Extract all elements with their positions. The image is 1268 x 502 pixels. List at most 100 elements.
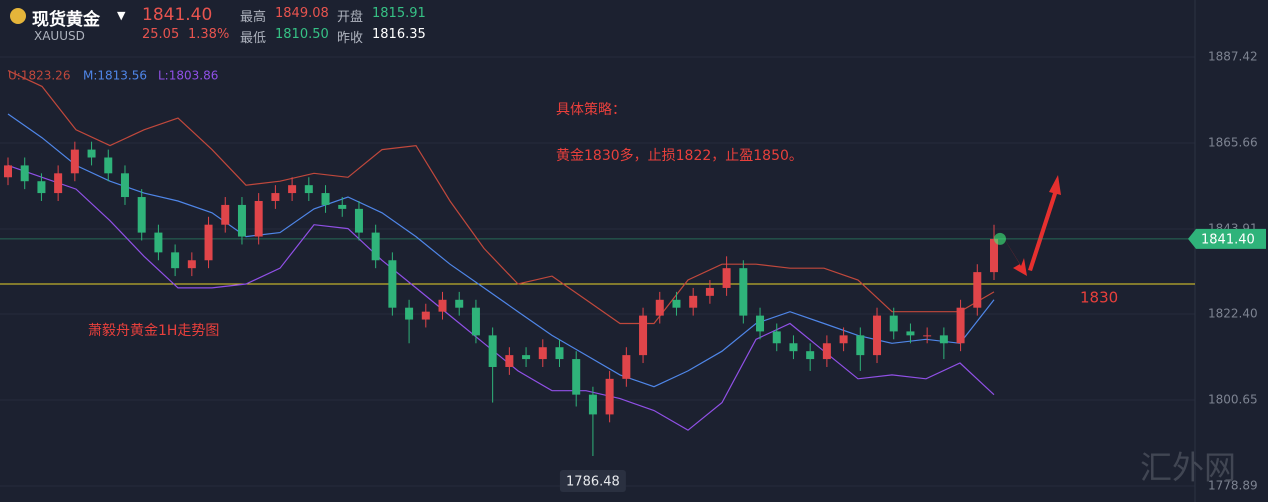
candle-body xyxy=(639,315,648,356)
price-badge-label: 1841.40 xyxy=(1201,232,1255,247)
candle-body xyxy=(522,355,531,360)
candle-body xyxy=(555,347,564,360)
candle-body xyxy=(705,287,714,296)
candle-body xyxy=(154,232,163,253)
band-line xyxy=(7,70,995,325)
down-arrow xyxy=(1000,232,1027,276)
candle-body xyxy=(455,299,464,308)
y-tick-label: 1800.65 xyxy=(1208,392,1258,406)
candle-body xyxy=(4,165,12,178)
high: 1849.08 xyxy=(275,6,329,21)
legend-entry: L:1803.86 xyxy=(158,69,218,83)
candle-body xyxy=(187,260,196,269)
y-tick-label: 1887.42 xyxy=(1208,50,1258,64)
candle-body xyxy=(873,315,882,356)
annotation: 黄金1830多，止损1822，止盈1850。 xyxy=(556,147,803,164)
candle-body xyxy=(956,307,965,344)
candle-body xyxy=(321,193,330,205)
candle-body xyxy=(171,252,180,269)
candle-body xyxy=(923,335,932,337)
open-label: 开盘 xyxy=(337,10,364,25)
price-badge xyxy=(1188,228,1266,249)
y-tick-label: 1778.89 xyxy=(1208,478,1258,492)
band-line xyxy=(7,113,995,388)
prev: 1816.35 xyxy=(372,27,426,42)
symbol-code: XAUUSD xyxy=(34,29,85,43)
candle-body xyxy=(505,355,514,367)
candle-body xyxy=(271,193,280,201)
candle-body xyxy=(856,335,865,356)
candle-body xyxy=(70,149,79,174)
candle-body xyxy=(889,315,898,332)
candle-body xyxy=(37,181,46,194)
up-arrow xyxy=(1028,175,1061,271)
last-glow xyxy=(994,232,1006,245)
candle-body xyxy=(87,149,96,158)
watermark: 汇外网 xyxy=(1140,449,1236,487)
candle-body xyxy=(421,311,430,320)
candle-body xyxy=(739,268,748,316)
candle-body xyxy=(973,272,982,308)
support-label: 1830 xyxy=(1080,288,1118,306)
candle-body xyxy=(672,299,681,308)
candle-body xyxy=(772,331,781,344)
candle-body xyxy=(572,359,581,395)
candle-body xyxy=(939,335,948,344)
candle-body xyxy=(137,197,146,233)
low-marker-box xyxy=(559,470,626,492)
change: 25.05 xyxy=(142,27,180,42)
dropdown[interactable]: ▼ xyxy=(117,9,126,22)
low-label: 最低 xyxy=(240,31,267,46)
candle-body xyxy=(605,378,614,415)
candle-body xyxy=(371,232,380,261)
candle-body xyxy=(471,307,480,336)
candle-body xyxy=(221,204,230,225)
band-line xyxy=(7,164,995,431)
candle-body xyxy=(54,173,63,194)
candle-body xyxy=(622,355,631,379)
y-tick-label: 1822.40 xyxy=(1208,307,1258,321)
candle-body xyxy=(990,238,998,273)
y-tick-label: 1865.66 xyxy=(1208,136,1258,150)
candle-body xyxy=(254,200,263,237)
open: 1815.91 xyxy=(372,6,426,21)
annotation: 萧毅舟黄金1H走势图 xyxy=(88,322,219,339)
low-marker: 1786.48 xyxy=(566,475,620,490)
candle-body xyxy=(488,335,497,367)
candle-body xyxy=(438,299,447,312)
candle-body xyxy=(388,260,397,308)
candle-body xyxy=(538,347,547,360)
candle-body xyxy=(789,343,798,352)
candle-body xyxy=(338,204,347,209)
candle-body xyxy=(722,268,731,288)
candle-body xyxy=(822,343,831,360)
candle-body xyxy=(304,185,313,194)
symbol-name[interactable]: 现货黄金 xyxy=(32,10,100,30)
change-pct: 1.38% xyxy=(188,27,230,42)
candle-body xyxy=(689,295,698,308)
prev-label: 昨收 xyxy=(337,31,364,46)
candle-body xyxy=(354,208,363,233)
candle-body xyxy=(405,307,414,320)
candle-body xyxy=(906,331,915,336)
candle-body xyxy=(756,315,765,332)
candle-body xyxy=(588,394,597,415)
price: 1841.40 xyxy=(142,5,213,25)
candle-body xyxy=(655,299,664,316)
candle-body xyxy=(204,224,213,261)
low: 1810.50 xyxy=(275,27,329,42)
candle-body xyxy=(806,351,815,360)
legend-entry: U:1823.26 xyxy=(8,69,70,83)
gold-icon xyxy=(10,8,26,24)
annotation: 具体策略： xyxy=(556,101,626,118)
candle-body xyxy=(120,173,129,198)
high-label: 最高 xyxy=(240,10,267,25)
candle-body xyxy=(20,165,29,182)
legend-entry: M:1813.56 xyxy=(83,69,147,83)
candle-body xyxy=(104,157,113,174)
candle-body xyxy=(839,335,848,344)
candle-body xyxy=(288,185,297,194)
candle-body xyxy=(237,204,246,237)
